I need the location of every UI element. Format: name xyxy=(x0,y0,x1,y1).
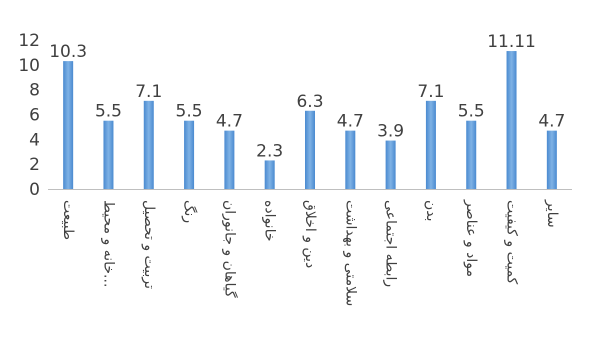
y-tick-label: 10 xyxy=(18,56,40,76)
bar xyxy=(264,160,275,189)
data-labels-group: 10.3 5.5 7.1 5.5 4.7 2.3 6.3 4.7 3.9 7.1 5.5 11.11 4… xyxy=(49,32,565,161)
data-label: 10.3 xyxy=(49,42,87,62)
y-tick-label: 2 xyxy=(29,155,40,175)
category-label: رنگ xyxy=(181,200,198,223)
y-tick-label: 4 xyxy=(29,130,40,150)
bar xyxy=(506,51,517,189)
data-label: 4.7 xyxy=(337,112,364,132)
y-tick-label: 8 xyxy=(29,81,40,101)
y-tick-label: 12 xyxy=(18,31,40,51)
category-label: تربیت و تحصیل xyxy=(141,200,157,289)
data-label: 5.5 xyxy=(95,102,122,122)
bar xyxy=(305,110,315,189)
data-label: 2.3 xyxy=(256,141,283,161)
data-label: 7.1 xyxy=(417,82,444,102)
category-label: سایر xyxy=(544,199,560,228)
category-label: گیاهان و جانوران xyxy=(221,200,238,298)
y-tick-label: 6 xyxy=(29,106,40,126)
category-label: خانواده xyxy=(262,200,278,242)
category-label: دین و اخلاق xyxy=(302,200,318,268)
y-axis-ticks: 0 2 4 6 8 10 12 xyxy=(18,31,40,200)
data-label: 4.7 xyxy=(538,112,565,132)
category-label: خانه و محیط... xyxy=(100,200,116,287)
bar xyxy=(345,130,356,189)
bar xyxy=(184,120,195,189)
data-label: 7.1 xyxy=(135,82,162,102)
category-label: سلامتی و بهداشت xyxy=(342,200,358,306)
bars-group xyxy=(63,51,557,189)
category-label: بدن xyxy=(423,200,439,222)
data-label: 4.7 xyxy=(216,112,243,132)
bar xyxy=(224,130,235,189)
data-label: 5.5 xyxy=(458,102,485,122)
y-tick-label: 0 xyxy=(29,180,40,200)
bar xyxy=(425,100,436,189)
bar xyxy=(546,130,557,189)
bar xyxy=(103,120,114,189)
data-label: 11.11 xyxy=(487,32,536,52)
category-label: مواد و عناصر xyxy=(463,199,479,277)
category-label: رابطه اجتماعی xyxy=(383,200,399,287)
category-label: کمیت و کیفیت xyxy=(504,200,520,285)
category-labels-group: طبیعت خانه و محیط... تربیت و تحصیل رنگ گیاها… xyxy=(60,199,560,306)
bar xyxy=(466,120,477,189)
bar xyxy=(63,61,74,189)
data-label: 3.9 xyxy=(377,122,404,142)
bar xyxy=(385,140,396,189)
category-label: طبیعت xyxy=(60,200,76,240)
data-label: 6.3 xyxy=(296,92,323,112)
bar xyxy=(143,100,154,189)
data-label: 5.5 xyxy=(176,102,203,122)
